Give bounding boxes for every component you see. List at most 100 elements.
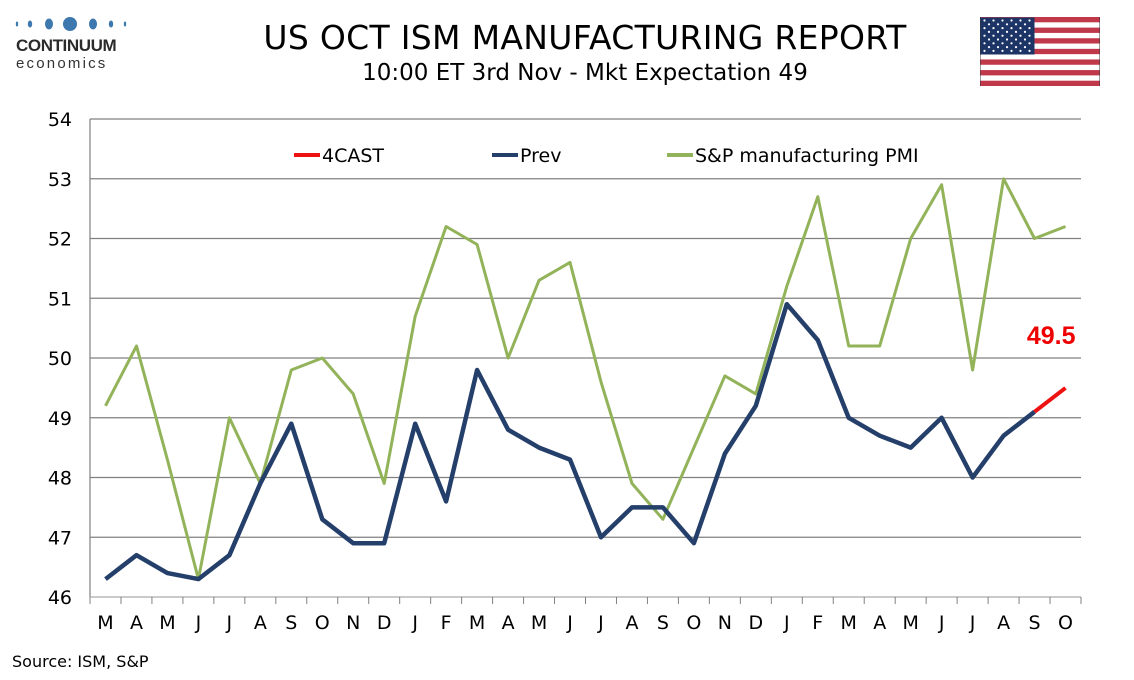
x-tick-label: S — [285, 612, 297, 634]
y-tick-label: 54 — [48, 109, 72, 131]
x-tick-label: J — [969, 612, 976, 634]
y-tick-label: 47 — [48, 527, 72, 549]
flag-stripe — [980, 59, 1100, 65]
flag-star — [987, 23, 991, 26]
x-tick-label: A — [873, 612, 886, 634]
x-tick-label: A — [625, 612, 638, 634]
x-tick-label: J — [226, 612, 233, 634]
flag-star — [1001, 19, 1004, 22]
flag-star — [1010, 49, 1013, 53]
x-tick-label: M — [469, 612, 485, 634]
grid-lines — [90, 118, 1081, 538]
chart-title: US OCT ISM MANUFACTURING REPORT — [263, 18, 907, 57]
flag-star — [1023, 23, 1027, 26]
flag-star — [1019, 49, 1022, 53]
x-tick-label: N — [718, 612, 732, 634]
x-tick-label: M — [159, 612, 175, 634]
flag-stripe — [980, 70, 1100, 76]
logo-dots-icon — [15, 17, 127, 31]
legend-item-prev: Prev — [492, 145, 561, 167]
x-tick-label: D — [377, 612, 392, 634]
flag-star — [1023, 38, 1027, 41]
flag-star — [1001, 27, 1004, 30]
x-tick-label: F — [812, 612, 823, 634]
flag-star — [992, 27, 995, 30]
flag-star — [992, 34, 995, 37]
flag-star — [987, 38, 991, 41]
flag-star — [1028, 34, 1031, 37]
flag-star — [1005, 38, 1009, 41]
flag-star — [1028, 42, 1031, 45]
us-flag-icon — [980, 17, 1100, 86]
y-tick-labels: 46 47 48 49 50 51 52 53 54 — [48, 109, 72, 609]
flag-star — [1010, 27, 1013, 30]
legend-item-pmi: S&P manufacturing PMI — [667, 145, 919, 167]
x-tick-label: O — [1058, 612, 1073, 634]
x-tick-label: A — [130, 612, 143, 634]
flag-star — [1014, 38, 1018, 41]
legend-label-4cast: 4CAST — [322, 145, 384, 167]
x-tick-label: N — [346, 612, 360, 634]
flag-star — [1019, 34, 1022, 37]
series-lines — [104, 177, 1067, 582]
flag-star — [992, 42, 995, 45]
x-tick-label: A — [502, 612, 515, 634]
flag-star — [996, 30, 1000, 33]
x-tick-label: S — [1029, 612, 1041, 634]
flag-star — [1005, 23, 1009, 26]
flag-star — [1028, 49, 1031, 53]
x-tick-label: J — [411, 612, 418, 634]
x-tick-label: F — [441, 612, 452, 634]
y-tick-label: 46 — [48, 587, 72, 609]
flag-star — [1005, 46, 1009, 49]
x-tick-label: M — [841, 612, 857, 634]
flag-stripe — [980, 17, 1100, 23]
logo-subtitle: economics — [16, 55, 108, 72]
flag-stripe — [980, 27, 1100, 33]
flag-star — [1023, 46, 1027, 49]
source-note: Source: ISM, S&P — [12, 652, 149, 671]
flag-star — [992, 19, 995, 22]
y-tick-label: 52 — [48, 229, 72, 251]
x-tick-label: A — [254, 612, 267, 634]
y-tick-label: 50 — [48, 348, 72, 370]
flag-star — [1023, 30, 1027, 33]
x-tick-label: J — [597, 612, 604, 634]
flag-stripe — [980, 80, 1100, 86]
y-tick-label: 49 — [48, 408, 72, 430]
x-tick-label: J — [783, 612, 790, 634]
y-tick-label: 48 — [48, 468, 72, 490]
flag-stripe — [980, 48, 1100, 55]
pmi-line — [104, 177, 1067, 581]
flag-star — [1010, 42, 1013, 45]
forecast-value-label: 49.5 — [1027, 322, 1076, 350]
flag-star — [987, 30, 991, 33]
flag-star — [983, 19, 986, 22]
flag-star — [996, 38, 1000, 41]
flag-star — [987, 46, 991, 49]
x-tick-label: J — [938, 612, 945, 634]
x-tick-label: A — [997, 612, 1010, 634]
y-tick-label: 53 — [48, 169, 72, 191]
x-tick-label: O — [686, 612, 701, 634]
x-tick-label: D — [749, 612, 764, 634]
flag-star — [983, 34, 986, 37]
continuum-logo: CONTINUUM economics — [14, 14, 132, 74]
flag-star — [1014, 23, 1018, 26]
flag-star — [1001, 49, 1004, 53]
x-tick-label: J — [566, 612, 573, 634]
flag-star — [1005, 30, 1009, 33]
flag-star — [983, 49, 986, 53]
flag-star — [1014, 46, 1018, 49]
chart-subtitle: 10:00 ET 3rd Nov - Mkt Expectation 49 — [362, 60, 808, 86]
flag-star — [992, 49, 995, 53]
x-tick-label: O — [315, 612, 330, 634]
flag-star — [1014, 30, 1018, 33]
flag-star — [1010, 34, 1013, 37]
flag-star — [1019, 27, 1022, 30]
flag-star — [1019, 19, 1022, 22]
flag-star — [1019, 42, 1022, 45]
legend-item-4cast: 4CAST — [294, 145, 384, 167]
